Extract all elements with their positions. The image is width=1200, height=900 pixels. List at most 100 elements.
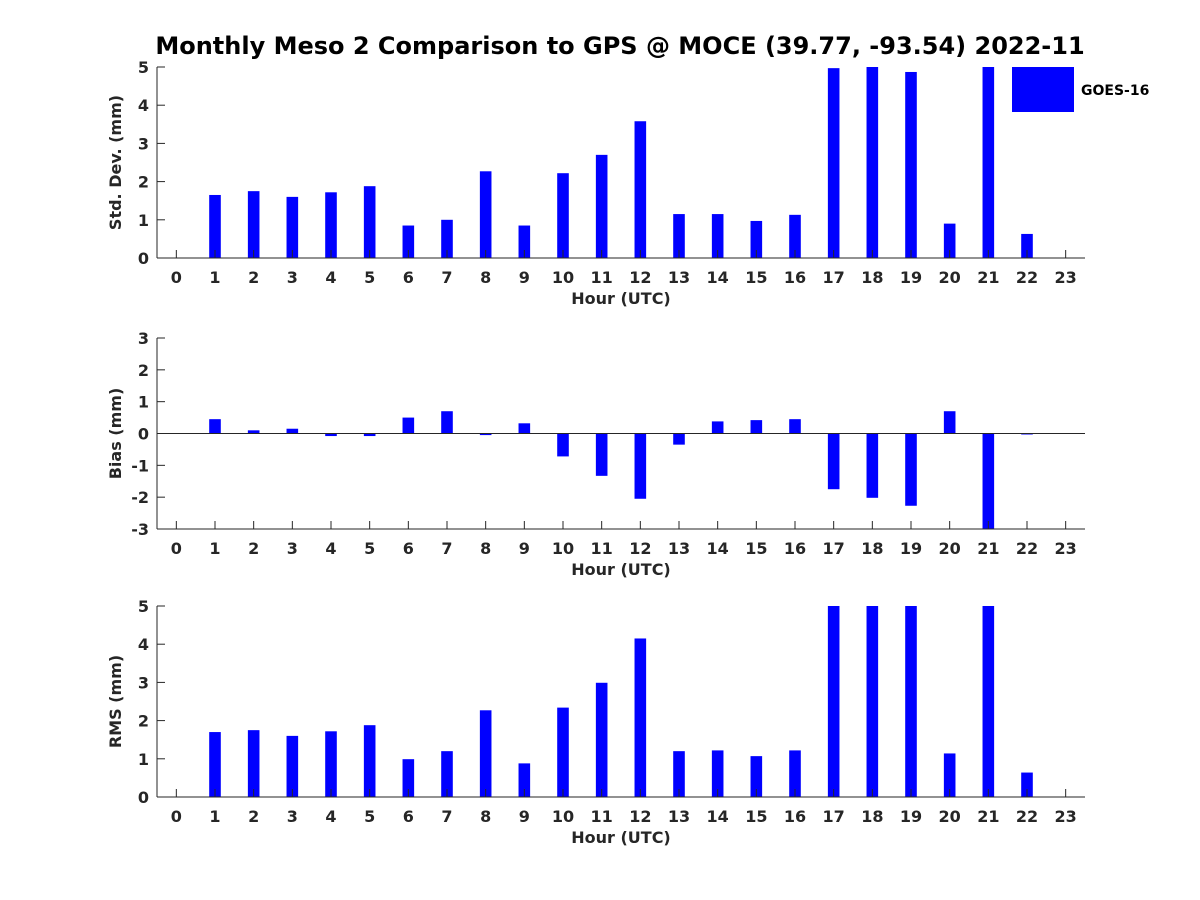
bias-bar-14 bbox=[711, 421, 724, 434]
std-dev-bar-14 bbox=[711, 214, 724, 258]
rms-ytick-label-3: 3 bbox=[138, 673, 149, 692]
rms-xtick-label-14: 14 bbox=[707, 807, 729, 826]
std-dev-ytick-label-2: 2 bbox=[138, 173, 149, 192]
std-dev-bar-7 bbox=[441, 219, 453, 258]
rms-bar-8 bbox=[479, 710, 492, 797]
rms-bar-13 bbox=[673, 751, 685, 797]
rms-bar-15 bbox=[750, 756, 763, 797]
rms-xtick-label-4: 4 bbox=[325, 807, 336, 826]
rms-xtick-label-18: 18 bbox=[861, 807, 883, 826]
std-dev-bar-16 bbox=[789, 214, 801, 258]
std-dev-xtick-label-3: 3 bbox=[287, 268, 298, 287]
std-dev-xtick-label-6: 6 bbox=[403, 268, 414, 287]
bias-y-axis-label: Bias (mm) bbox=[106, 388, 125, 480]
std-dev-bar-5 bbox=[363, 186, 376, 258]
bias-ytick-label--2: -2 bbox=[131, 488, 149, 507]
bias-ytick-label-1: 1 bbox=[138, 393, 149, 412]
bias-bar-13 bbox=[673, 433, 685, 445]
std-dev-xtick-label-4: 4 bbox=[325, 268, 336, 287]
bias-ytick-label--3: -3 bbox=[131, 520, 149, 539]
rms-ytick-label-0: 0 bbox=[138, 788, 149, 807]
std-dev-xtick-label-15: 15 bbox=[745, 268, 767, 287]
std-dev-bar-12 bbox=[634, 121, 647, 259]
rms-y-axis-label: RMS (mm) bbox=[106, 655, 125, 748]
std-dev-bar-20 bbox=[943, 223, 956, 258]
bias-xtick-label-15: 15 bbox=[745, 539, 767, 558]
std-dev-xtick-label-22: 22 bbox=[1016, 268, 1038, 287]
bias-xtick-label-9: 9 bbox=[519, 539, 530, 558]
rms-xtick-label-17: 17 bbox=[823, 807, 845, 826]
std-dev-x-axis-label: Hour (UTC) bbox=[571, 289, 671, 308]
bias-bar-10 bbox=[557, 433, 569, 457]
std-dev-ytick-label-0: 0 bbox=[138, 249, 149, 268]
rms-ytick-label-4: 4 bbox=[138, 635, 149, 654]
std-dev-xtick-label-13: 13 bbox=[668, 268, 690, 287]
std-dev-bar-2 bbox=[247, 191, 260, 258]
rms-x-axis-label: Hour (UTC) bbox=[571, 828, 671, 847]
bias-ytick-label-2: 2 bbox=[138, 361, 149, 380]
std-dev-xtick-label-8: 8 bbox=[480, 268, 491, 287]
rms-bar-22 bbox=[1021, 772, 1033, 797]
std-dev-bar-6 bbox=[402, 225, 415, 258]
legend-swatch bbox=[1012, 67, 1074, 112]
bias-bar-4 bbox=[325, 433, 337, 437]
bias-ytick-label--1: -1 bbox=[131, 456, 149, 475]
bias-x-axis-label: Hour (UTC) bbox=[571, 560, 671, 579]
std-dev-xtick-label-20: 20 bbox=[939, 268, 961, 287]
rms-ytick-label-5: 5 bbox=[138, 597, 149, 616]
std-dev-bar-3 bbox=[286, 196, 299, 258]
bias-ytick-label-0: 0 bbox=[138, 425, 149, 444]
std-dev-xtick-label-7: 7 bbox=[441, 268, 452, 287]
bias-bar-5 bbox=[363, 433, 376, 437]
rms-bar-20 bbox=[943, 753, 956, 797]
rms-xtick-label-8: 8 bbox=[480, 807, 491, 826]
std-dev-xtick-label-2: 2 bbox=[248, 268, 259, 287]
std-dev-bar-10 bbox=[557, 173, 569, 258]
std-dev-y-axis-label: Std. Dev. (mm) bbox=[106, 95, 125, 230]
bias-bar-17 bbox=[827, 433, 840, 490]
legend-label: GOES-16 bbox=[1081, 83, 1149, 99]
std-dev-xtick-label-19: 19 bbox=[900, 268, 922, 287]
std-dev-xtick-label-18: 18 bbox=[861, 268, 883, 287]
bias-xtick-label-7: 7 bbox=[441, 539, 452, 558]
bias-xtick-label-19: 19 bbox=[900, 539, 922, 558]
bias-bar-6 bbox=[402, 417, 415, 434]
std-dev-xtick-label-21: 21 bbox=[977, 268, 999, 287]
bias-bar-1 bbox=[209, 419, 221, 434]
bias-xtick-label-3: 3 bbox=[287, 539, 298, 558]
std-dev-ytick-label-3: 3 bbox=[138, 134, 149, 153]
rms-bar-18 bbox=[866, 606, 879, 797]
rms-xtick-label-7: 7 bbox=[441, 807, 452, 826]
rms-xtick-label-11: 11 bbox=[591, 807, 613, 826]
bias-xtick-label-20: 20 bbox=[939, 539, 961, 558]
std-dev-bar-19 bbox=[905, 71, 917, 258]
std-dev-xtick-label-11: 11 bbox=[591, 268, 613, 287]
rms-bar-21 bbox=[982, 606, 995, 797]
bias-xtick-label-4: 4 bbox=[325, 539, 336, 558]
rms-bar-9 bbox=[518, 763, 531, 797]
bias-xtick-label-12: 12 bbox=[629, 539, 651, 558]
rms-bar-7 bbox=[441, 751, 453, 797]
std-dev-bar-1 bbox=[209, 194, 221, 258]
rms-xtick-label-13: 13 bbox=[668, 807, 690, 826]
std-dev-xtick-label-10: 10 bbox=[552, 268, 574, 287]
rms-bar-14 bbox=[711, 750, 724, 797]
rms-xtick-label-16: 16 bbox=[784, 807, 806, 826]
std-dev-ytick-label-4: 4 bbox=[138, 96, 149, 115]
bias-bar-18 bbox=[866, 433, 879, 498]
bias-xtick-label-22: 22 bbox=[1016, 539, 1038, 558]
std-dev-xtick-label-1: 1 bbox=[209, 268, 220, 287]
std-dev-bar-22 bbox=[1021, 233, 1033, 258]
rms-bar-10 bbox=[557, 707, 569, 797]
rms-xtick-label-15: 15 bbox=[745, 807, 767, 826]
legend: GOES-16 bbox=[1012, 67, 1149, 112]
bias-xtick-label-16: 16 bbox=[784, 539, 806, 558]
bias-xtick-label-23: 23 bbox=[1055, 539, 1077, 558]
std-dev-bar-11 bbox=[595, 154, 608, 258]
std-dev-xtick-label-5: 5 bbox=[364, 268, 375, 287]
std-dev-ytick-label-1: 1 bbox=[138, 211, 149, 230]
std-dev-bar-18 bbox=[866, 67, 879, 258]
rms-xtick-label-19: 19 bbox=[900, 807, 922, 826]
